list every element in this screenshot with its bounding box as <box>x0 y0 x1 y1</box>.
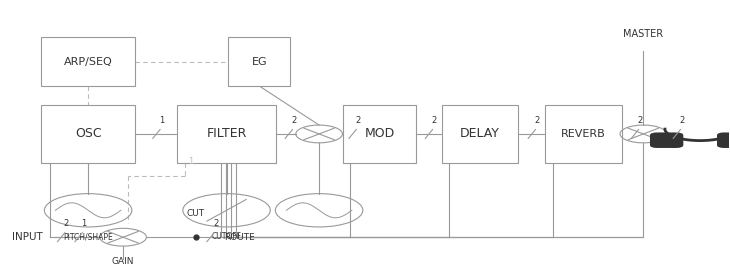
FancyBboxPatch shape <box>41 37 136 86</box>
FancyBboxPatch shape <box>545 105 622 163</box>
Text: 1: 1 <box>159 116 164 125</box>
Text: ARP/SEQ: ARP/SEQ <box>64 57 112 67</box>
Text: ROUTE: ROUTE <box>223 233 254 242</box>
Text: 2: 2 <box>431 116 437 125</box>
FancyBboxPatch shape <box>177 105 276 163</box>
FancyBboxPatch shape <box>650 133 683 148</box>
Text: OSC: OSC <box>74 128 101 140</box>
Text: INPUT: INPUT <box>12 232 42 242</box>
Text: 2: 2 <box>213 219 218 228</box>
Text: MASTER: MASTER <box>623 29 664 39</box>
Text: GAIN: GAIN <box>112 257 134 266</box>
Text: DELAY: DELAY <box>460 128 500 140</box>
Text: 2: 2 <box>534 116 539 125</box>
Text: 2: 2 <box>291 116 296 125</box>
FancyBboxPatch shape <box>442 105 518 163</box>
FancyBboxPatch shape <box>343 105 416 163</box>
FancyBboxPatch shape <box>717 133 730 148</box>
Text: EG: EG <box>252 57 267 67</box>
Text: REVERB: REVERB <box>561 129 606 139</box>
Text: 2: 2 <box>637 116 642 125</box>
Text: PITCH/SHAPE: PITCH/SHAPE <box>64 232 113 241</box>
Text: 1: 1 <box>81 219 86 228</box>
Text: 2: 2 <box>355 116 361 125</box>
Text: CUT: CUT <box>187 210 205 218</box>
Text: 2: 2 <box>680 116 685 125</box>
Text: MOD: MOD <box>364 128 395 140</box>
Text: 1: 1 <box>188 157 193 167</box>
Text: FILTER: FILTER <box>207 128 247 140</box>
Text: 2: 2 <box>64 219 69 228</box>
FancyBboxPatch shape <box>41 105 136 163</box>
FancyBboxPatch shape <box>228 37 291 86</box>
Text: CUTOFF: CUTOFF <box>212 232 242 241</box>
